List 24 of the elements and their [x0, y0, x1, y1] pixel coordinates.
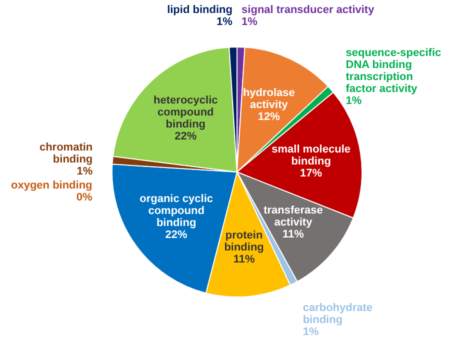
slice-label: chromatin binding: [39, 141, 93, 166]
data-label: 17%: [300, 167, 322, 180]
slice-label: signal transducer activity: [242, 4, 376, 16]
slice-label: sequence-specific DNA binding transcription factor activity: [346, 47, 442, 96]
data-label: 12%: [258, 111, 280, 124]
data-label: 1%: [346, 95, 362, 108]
slice-label: organic cyclic compound binding: [140, 193, 214, 230]
data-label: 1%: [216, 16, 233, 28]
slice-label: carbohydrate binding: [302, 302, 373, 326]
slice-label: protein binding: [224, 230, 264, 254]
data-label: 1%: [242, 16, 258, 28]
data-label: 1%: [302, 326, 319, 338]
slice-label: lipid binding: [167, 4, 232, 16]
data-label: 22%: [165, 229, 188, 242]
data-label: 1%: [76, 165, 93, 178]
slice-label: small molecule binding: [272, 143, 351, 168]
text: 0%: [76, 191, 92, 204]
data-label: 22%: [174, 130, 197, 142]
data-label: 11%: [282, 228, 304, 241]
slice-label: transferase activity: [264, 204, 323, 229]
slice-label: hydrolase activity: [242, 87, 295, 112]
category-label: oxygen binding: [11, 179, 92, 192]
data-label: 11%: [233, 254, 255, 266]
slice-label: heterocyclic compound binding: [154, 94, 218, 130]
